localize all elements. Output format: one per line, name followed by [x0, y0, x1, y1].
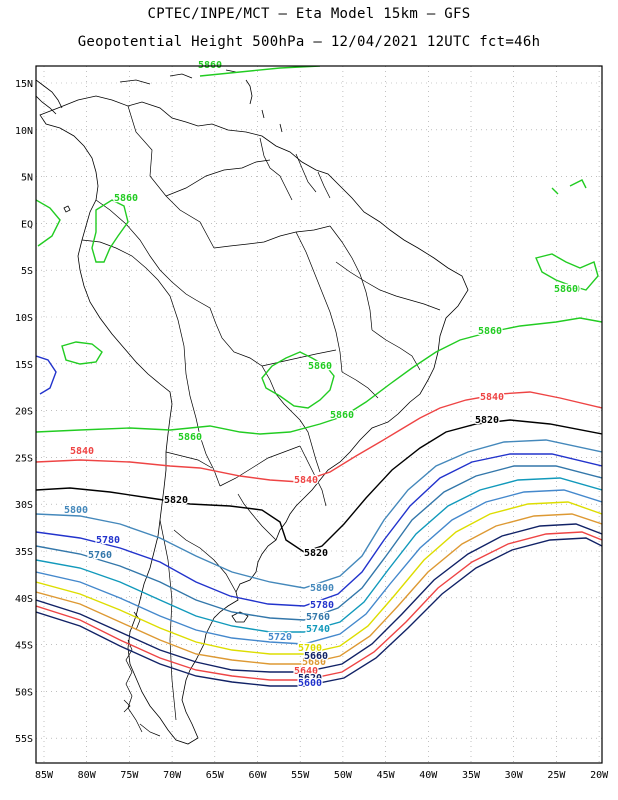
map-header: CPTEC/INPE/MCT – Eta Model 15km – GFS Ge… — [0, 0, 618, 64]
lat-label: 15N — [15, 79, 33, 90]
lon-label: 55W — [291, 770, 310, 781]
contour-5680 — [36, 513, 602, 665]
longitude-labels: 85W 80W 75W 70W 65W 60W 55W 50W 45W 40W 35W 30W 25W 2… — [35, 770, 609, 781]
lat-label: 55S — [15, 734, 33, 745]
lon-label: 65W — [206, 770, 225, 781]
contour-5820 — [36, 419, 602, 553]
contour-label: 5740 — [306, 624, 330, 635]
height-contours — [36, 66, 602, 687]
contour-label: 5860 — [556, 284, 580, 295]
contour-label: 5720 — [268, 632, 292, 643]
contour-label: 5660 — [304, 651, 328, 662]
contour-5800 — [36, 439, 602, 589]
contour-label: 5860 — [478, 326, 502, 337]
contour-5760 — [36, 465, 602, 621]
contour-label: 5800 — [64, 505, 88, 516]
contour-label: 5760 — [306, 612, 330, 623]
contour-5740 — [36, 477, 602, 633]
contour-5860-amazon — [91, 199, 129, 263]
lat-label: 20S — [15, 407, 33, 418]
lon-label: 85W — [35, 770, 54, 781]
map-background — [36, 66, 602, 763]
map-title: CPTEC/INPE/MCT – Eta Model 15km – GFS — [147, 6, 471, 22]
contour-label: 5820 — [164, 495, 188, 506]
contour-label: 5700 — [298, 643, 322, 654]
caribbean-islands — [119, 69, 283, 133]
lon-label: 30W — [505, 770, 524, 781]
contour-5860-colombia — [36, 199, 61, 247]
contour-5720 — [36, 489, 602, 645]
contour-label: 5860 — [554, 284, 578, 295]
contour-5700 — [36, 501, 602, 655]
lon-label: 60W — [248, 770, 267, 781]
contour-5660 — [36, 523, 602, 673]
south-america-coastline — [39, 95, 469, 745]
contour-label: 5840 — [294, 475, 318, 486]
contour-label: 5600 — [298, 678, 322, 689]
lat-label: 50S — [15, 687, 33, 698]
contour-label: 5640 — [294, 666, 318, 677]
lat-label: 10S — [15, 313, 33, 324]
contour-5860-brazil — [261, 351, 335, 409]
contour-label: 5860 — [330, 410, 354, 421]
map-subtitle: Geopotential Height 500hPa – 12/04/2021 … — [77, 34, 541, 50]
lon-label: 40W — [419, 770, 438, 781]
galapagos-islands — [63, 205, 71, 213]
map-frame — [35, 65, 603, 764]
contour-5860-north — [199, 66, 321, 77]
lat-label: 5S — [21, 266, 33, 277]
contour-label: 5840 — [70, 446, 94, 457]
lon-label: 75W — [120, 770, 139, 781]
contour-label: 5860 — [114, 193, 138, 204]
contour-5860-pacific-loop — [61, 341, 103, 365]
lat-label: 25S — [15, 453, 33, 464]
contour-label: 5820 — [475, 415, 499, 426]
lat-label: 45S — [15, 641, 33, 652]
lon-label: 25W — [547, 770, 566, 781]
latitude-labels: 15N 10N 5N EQ 5S 10S 15S 20S 25S 30S 35S 40S 45S 50S 5… — [15, 79, 33, 745]
lon-label: 20W — [590, 770, 609, 781]
contour-5860-atlantic-south — [36, 317, 602, 435]
contour-5780 — [36, 453, 602, 607]
contour-label: 5780 — [96, 535, 120, 546]
central-america-coastline — [36, 79, 63, 115]
contour-label: 5800 — [310, 583, 334, 594]
lat-label: 30S — [15, 500, 33, 511]
lat-label: 40S — [15, 594, 33, 605]
contour-label: 5860 — [308, 361, 332, 372]
lon-label: 35W — [462, 770, 481, 781]
lat-label: 15S — [15, 360, 33, 371]
contour-label: 5840 — [480, 392, 504, 403]
contour-5600 — [36, 355, 57, 395]
contour-label: 5860 — [178, 432, 202, 443]
contour-5640 — [36, 531, 602, 681]
contour-5620 — [36, 537, 602, 687]
contour-5860-atlantic-east — [535, 179, 599, 291]
contour-label: 5820 — [304, 548, 328, 559]
chilean-archipelago — [123, 611, 161, 737]
lat-label: 35S — [15, 547, 33, 558]
lon-label: 45W — [377, 770, 396, 781]
lon-label: 50W — [334, 770, 353, 781]
contour-label: 5620 — [298, 673, 322, 684]
contour-label: 5680 — [302, 657, 326, 668]
lon-label: 80W — [78, 770, 97, 781]
contour-label: 5780 — [310, 600, 334, 611]
lon-label: 70W — [163, 770, 182, 781]
lat-label: 10N — [15, 126, 33, 137]
lat-label: EQ — [21, 219, 33, 230]
contour-5840 — [36, 391, 602, 483]
contour-label: 5760 — [88, 550, 112, 561]
lat-label: 5N — [21, 173, 33, 184]
